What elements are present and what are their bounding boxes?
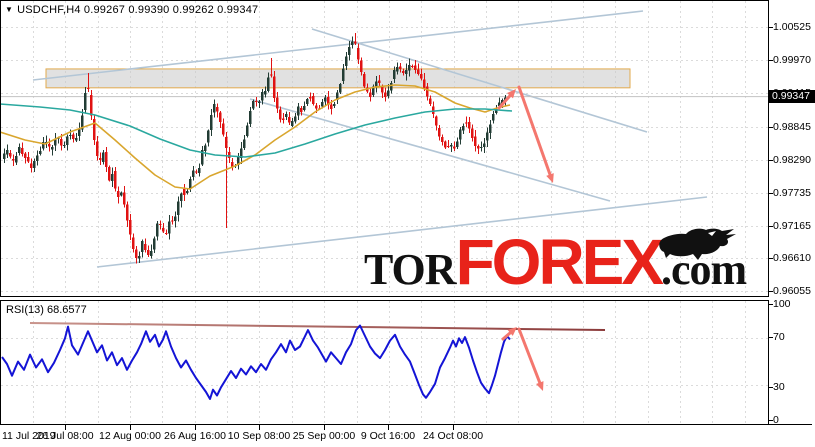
- price-axis-label: 0.96610: [773, 252, 811, 264]
- moving-average-teal: [0, 103, 513, 158]
- date-axis-label: 9 Oct 16:00: [360, 430, 416, 442]
- rsi-indicator-chart[interactable]: [0, 300, 815, 425]
- symbol-quote-line: ▼ USDCHF,H4 0.99267 0.99390 0.99262 0.993…: [5, 4, 258, 16]
- date-axis-label: 26 Jul 08:00: [36, 430, 94, 442]
- main-pane-border: [0, 0, 769, 297]
- forecast-arrow-down: [517, 85, 554, 183]
- price-axis-label: 0.98845: [773, 121, 811, 133]
- forecast-arrow-up: [497, 89, 516, 110]
- ascending-channel-upper: [32, 10, 644, 81]
- date-axis-label: 10 Sep 08:00: [227, 430, 291, 442]
- price-axis-label: 0.97165: [773, 220, 811, 232]
- price-axis-label: 0.98290: [773, 154, 811, 166]
- price-axis-label: 0.99970: [773, 54, 811, 66]
- descending-channel-lower: [249, 98, 611, 202]
- price-axis-label: 0.97735: [773, 187, 811, 199]
- price-axis-label: 0.96055: [773, 285, 811, 297]
- rsi-axis-label: 70: [773, 331, 785, 343]
- rsi-indicator-label: RSI(13) 68.6577: [6, 304, 87, 316]
- resistance-zone: [45, 68, 631, 89]
- rsi-axis-label: 100: [773, 298, 791, 310]
- descending-channel-upper: [311, 28, 648, 133]
- rsi-forecast-arrow-down: [517, 327, 544, 391]
- price-axis-label: 1.00525: [773, 21, 811, 33]
- main-gridlines: [1, 1, 768, 296]
- rsi-forecast-arrow-up: [501, 327, 517, 341]
- symbol-marker-icon: ▼: [5, 5, 14, 14]
- ascending-channel-lower: [96, 196, 708, 268]
- date-axis-label: 11 Jul 2019: [2, 430, 56, 442]
- main-price-chart[interactable]: [0, 0, 815, 297]
- rsi-gridlines: [1, 301, 768, 424]
- quote-text: USDCHF,H4 0.99267 0.99390 0.99262 0.9934…: [17, 4, 259, 16]
- moving-average-gold: [0, 84, 511, 190]
- current-price-tag: 0.99347: [769, 90, 815, 103]
- rsi-line: [1, 324, 511, 400]
- rsi-trendline: [29, 322, 606, 331]
- candlestick-series: [3, 32, 507, 264]
- date-axis-label: 26 Aug 16:00: [164, 430, 226, 442]
- date-axis-label: 25 Sep 00:00: [292, 430, 356, 442]
- rsi-axis-label: 0: [773, 414, 779, 426]
- date-axis: [65, 425, 454, 430]
- rsi-axis-label: 30: [773, 381, 785, 393]
- rsi-pane-border: [0, 300, 769, 425]
- date-axis-label: 12 Aug 00:00: [99, 430, 161, 442]
- date-axis-label: 24 Oct 08:00: [422, 430, 484, 442]
